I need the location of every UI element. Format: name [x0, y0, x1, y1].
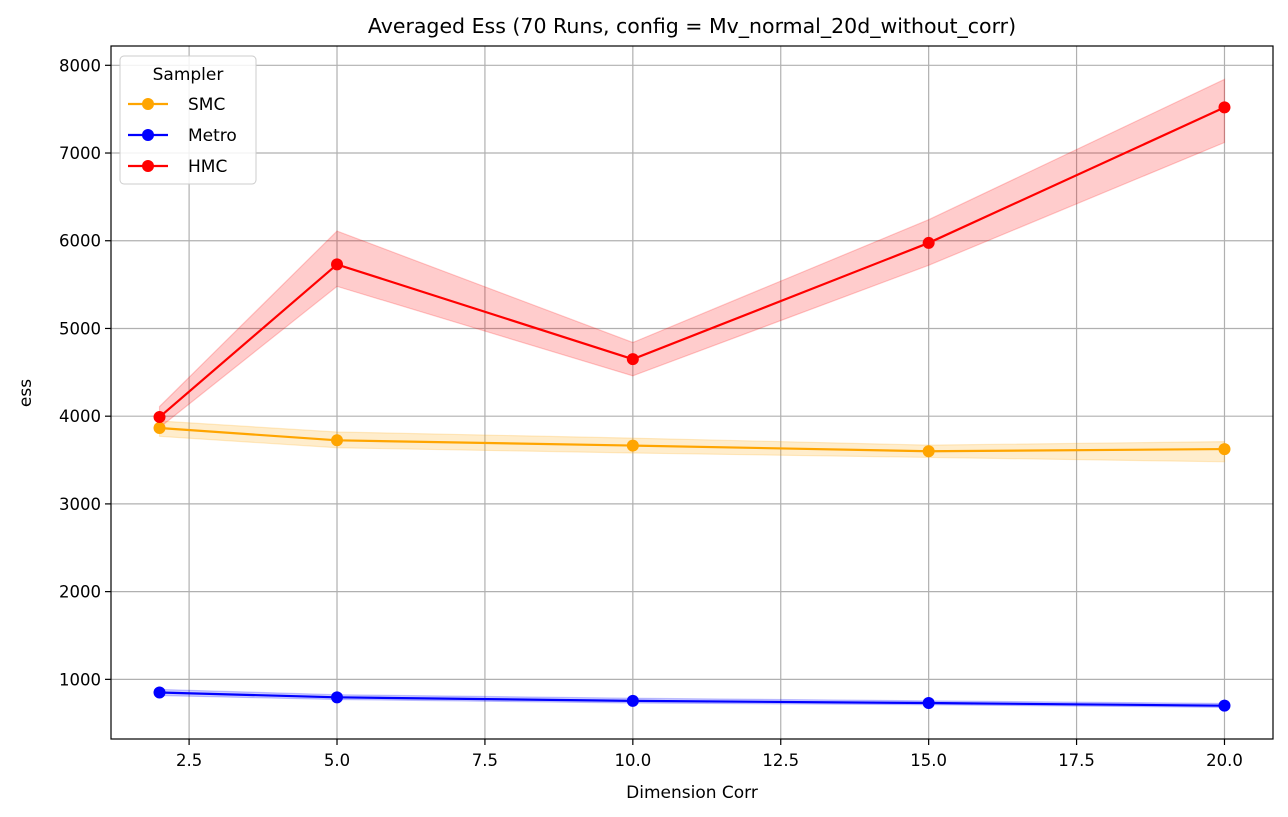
x-tick-label: 20.0: [1206, 751, 1243, 770]
x-tick-label: 12.5: [762, 751, 799, 770]
point-smc: [331, 434, 344, 447]
point-smc: [153, 422, 166, 435]
legend-label-smc: SMC: [188, 95, 225, 115]
x-tick-label: 15.0: [910, 751, 947, 770]
point-metro: [1218, 699, 1231, 712]
legend-marker-smc: [142, 98, 154, 110]
x-tick-label: 10.0: [614, 751, 651, 770]
legend-box: [119, 55, 257, 185]
x-axis-label: Dimension Corr: [626, 783, 758, 803]
y-tick-label: 7000: [59, 144, 101, 163]
y-tick-label: 6000: [59, 232, 101, 251]
y-axis-ticks: 1000 2000 3000 4000 5000 6000 7000 8000: [59, 56, 111, 689]
y-tick-label: 2000: [59, 583, 101, 602]
point-metro: [331, 691, 344, 704]
legend: Sampler SMC Metro HMC: [119, 55, 257, 185]
x-tick-label: 5.0: [324, 751, 350, 770]
y-axis-label: ess: [16, 379, 36, 407]
point-metro: [922, 697, 935, 710]
point-hmc: [922, 236, 935, 249]
legend-title: Sampler: [153, 65, 224, 85]
point-smc: [626, 439, 639, 452]
legend-marker-metro: [142, 129, 154, 141]
band-hmc: [158, 78, 1226, 429]
point-hmc: [626, 353, 639, 366]
legend-label-metro: Metro: [188, 126, 237, 146]
point-smc: [1218, 443, 1231, 456]
y-tick-label: 5000: [59, 319, 101, 338]
x-tick-label: 2.5: [176, 751, 202, 770]
plot-frame: [110, 45, 1274, 740]
legend-marker-hmc: [142, 160, 154, 172]
series-points: [153, 101, 1231, 712]
x-tick-label: 17.5: [1058, 751, 1095, 770]
point-metro: [626, 694, 639, 707]
y-tick-label: 8000: [59, 56, 101, 75]
y-tick-label: 4000: [59, 407, 101, 426]
legend-items: SMC Metro HMC: [128, 95, 237, 177]
point-smc: [922, 445, 935, 458]
x-axis-ticks: 2.5 5.0 7.5 10.0 12.5 15.0 17.5 20.0: [176, 739, 1243, 770]
point-hmc: [331, 258, 344, 271]
y-tick-label: 1000: [59, 670, 101, 689]
x-tick-label: 7.5: [472, 751, 498, 770]
point-hmc: [1218, 101, 1231, 114]
chart-title: Averaged Ess (70 Runs, config = Mv_norma…: [368, 14, 1016, 39]
point-metro: [153, 686, 166, 699]
legend-label-hmc: HMC: [188, 157, 227, 177]
y-tick-label: 3000: [59, 495, 101, 514]
grid: [111, 46, 1273, 739]
point-hmc: [153, 411, 166, 424]
